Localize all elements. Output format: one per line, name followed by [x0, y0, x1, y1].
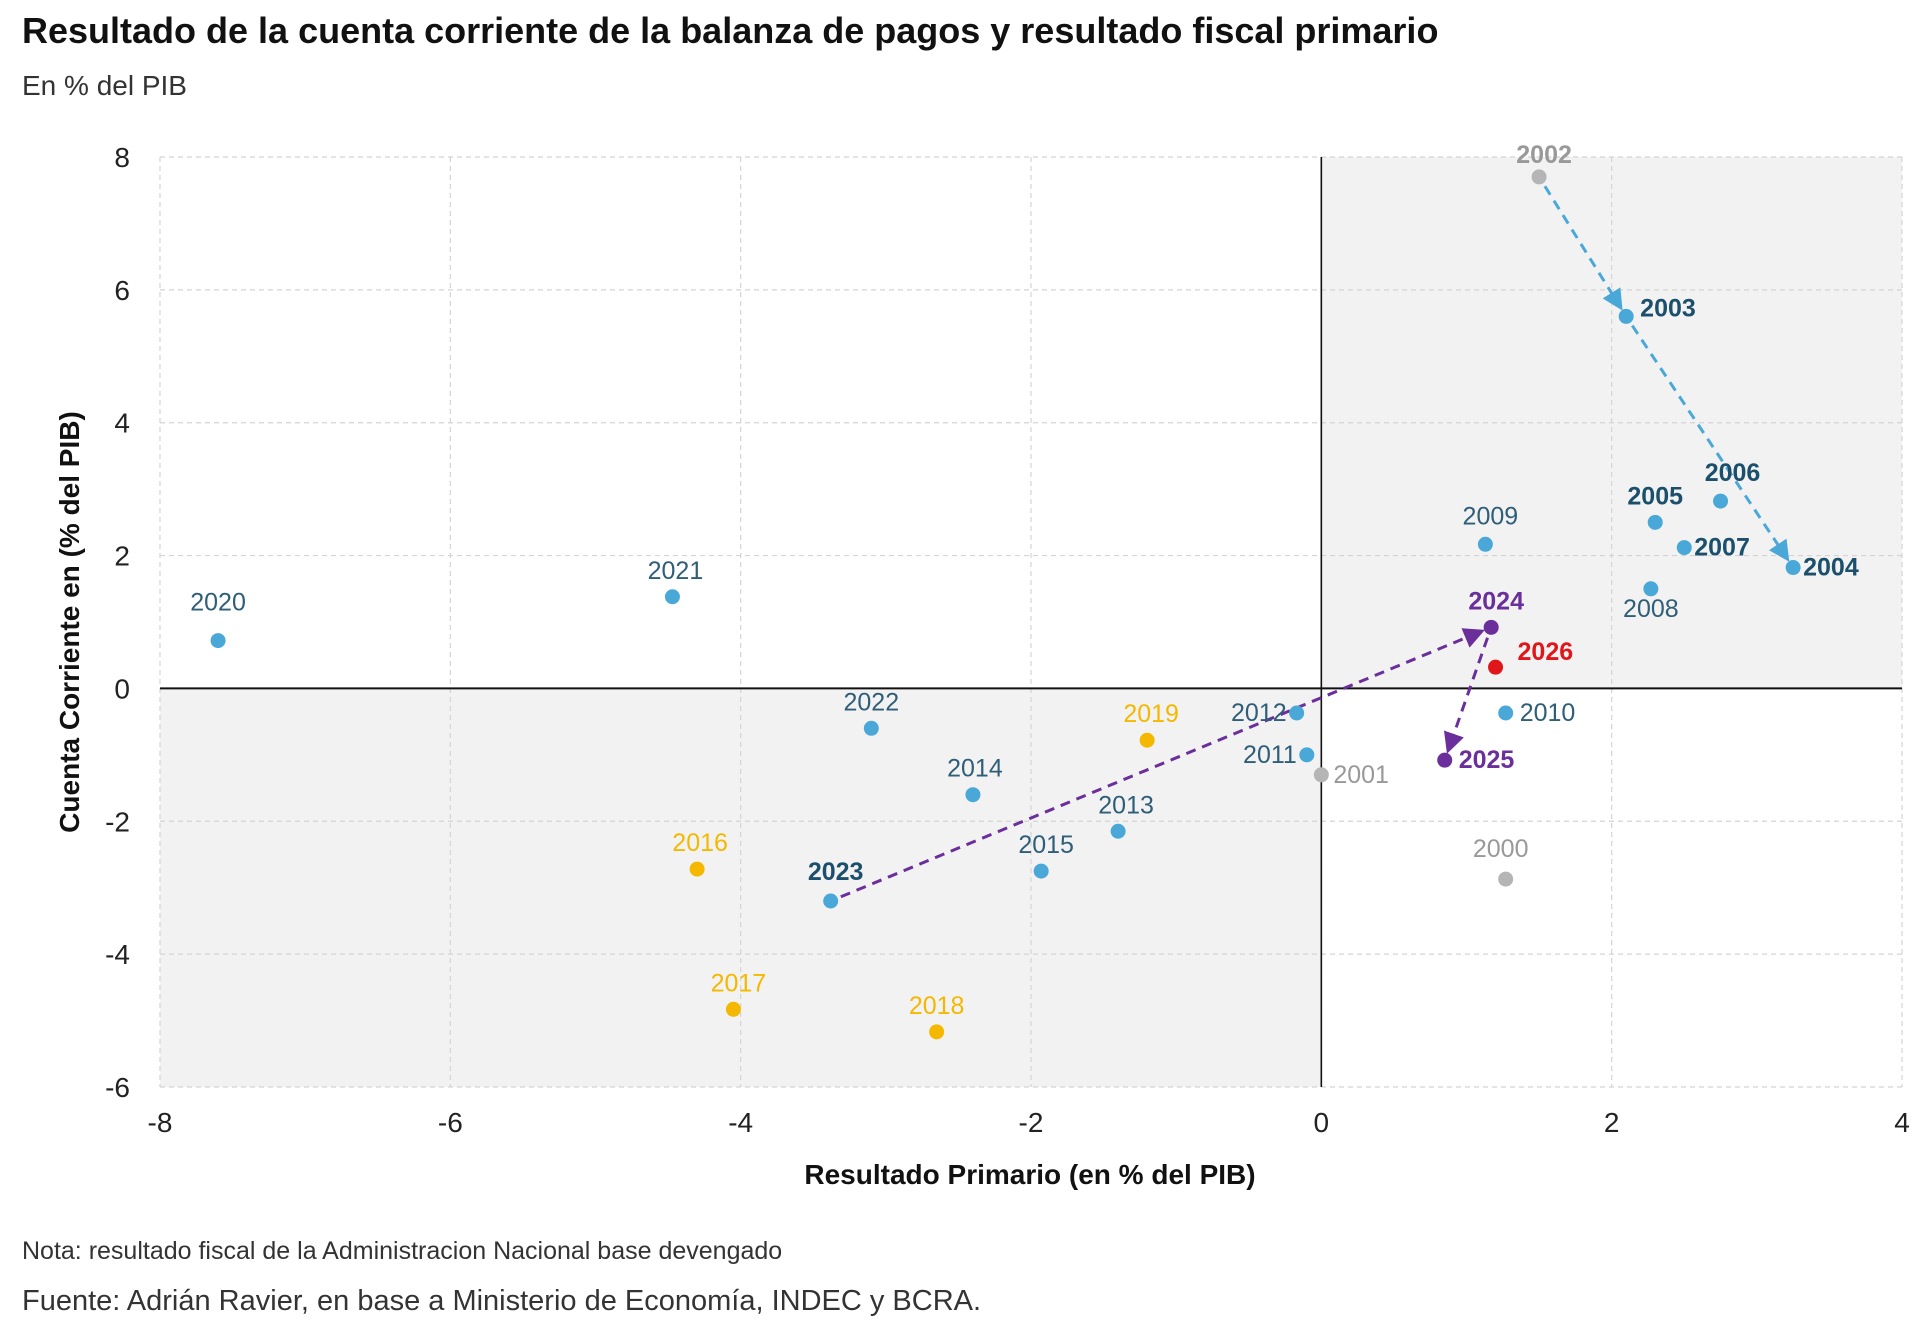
- y-tick-label: 8: [114, 142, 130, 173]
- source-note: Fuente: Adrián Ravier, en base a Ministe…: [22, 1285, 982, 1317]
- point-labels: 2000 2001 2002 2003 2004 2005 2006 2007 2008 2009…: [190, 141, 1859, 1020]
- point-label-2017: 2017: [711, 969, 767, 997]
- point-label-2002: 2002: [1516, 141, 1572, 169]
- y-tick-label: -6: [105, 1072, 130, 1103]
- tick-labels: -8 -6 -4 -2 0 2 4 8 6 4 2 0 -2 -4 -6: [105, 142, 1910, 1138]
- point-2016: [689, 861, 705, 877]
- point-2009: [1477, 536, 1493, 552]
- point-2011: [1299, 747, 1315, 763]
- point-2019: [1139, 732, 1155, 748]
- data-points: [210, 169, 1801, 1040]
- point-label-2023: 2023: [808, 858, 864, 886]
- point-2012: [1289, 705, 1305, 721]
- point-2008: [1643, 581, 1659, 597]
- point-2005: [1647, 514, 1663, 530]
- point-2020: [210, 633, 226, 649]
- point-2021: [664, 589, 680, 605]
- point-label-2000: 2000: [1473, 835, 1529, 863]
- point-label-2010: 2010: [1520, 699, 1576, 727]
- arrow-2003-2004: [1631, 324, 1790, 562]
- point-2002: [1531, 169, 1547, 185]
- chart-subtitle: En % del PIB: [22, 70, 187, 101]
- point-2013: [1110, 823, 1126, 839]
- point-label-2007: 2007: [1694, 534, 1750, 562]
- point-2018: [929, 1024, 945, 1040]
- point-label-2020: 2020: [190, 589, 246, 617]
- point-label-2022: 2022: [844, 688, 900, 716]
- point-label-2009: 2009: [1463, 502, 1519, 530]
- y-tick-label: 0: [114, 673, 130, 704]
- y-tick-label: 6: [114, 275, 130, 306]
- arrow-2002-2003: [1543, 185, 1623, 311]
- footnote: Nota: resultado fiscal de la Administrac…: [22, 1237, 783, 1265]
- point-label-2018: 2018: [909, 992, 965, 1020]
- point-label-2003: 2003: [1640, 294, 1696, 322]
- point-label-2014: 2014: [947, 755, 1003, 783]
- point-2026: [1488, 659, 1504, 675]
- trend-arrows: [840, 185, 1790, 899]
- arrow-2024-2025: [1443, 637, 1489, 754]
- arrow-2023-2024: [840, 628, 1485, 899]
- point-label-2012: 2012: [1231, 699, 1287, 727]
- point-2024: [1483, 619, 1499, 635]
- x-tick-label: 4: [1894, 1107, 1910, 1138]
- point-2025: [1437, 752, 1453, 768]
- point-2015: [1033, 863, 1049, 879]
- chart-title: Resultado de la cuenta corriente de la b…: [22, 10, 1439, 51]
- point-label-2026: 2026: [1518, 638, 1574, 666]
- point-label-2015: 2015: [1018, 831, 1074, 859]
- y-tick-label: 4: [114, 408, 130, 439]
- point-label-2008: 2008: [1623, 595, 1679, 623]
- point-label-2024: 2024: [1468, 587, 1524, 615]
- point-label-2016: 2016: [672, 829, 728, 857]
- point-label-2025: 2025: [1459, 746, 1515, 774]
- x-axis-title: Resultado Primario (en % del PIB): [804, 1159, 1255, 1190]
- point-2022: [863, 720, 879, 736]
- point-2004: [1785, 560, 1801, 576]
- x-tick-label: 2: [1604, 1107, 1620, 1138]
- point-label-2013: 2013: [1098, 791, 1154, 819]
- zero-axes: [160, 157, 1902, 1087]
- x-tick-label: -4: [728, 1107, 753, 1138]
- point-label-2004: 2004: [1803, 554, 1859, 582]
- point-label-2006: 2006: [1705, 459, 1761, 487]
- point-label-2001: 2001: [1333, 761, 1389, 789]
- x-tick-label: -6: [438, 1107, 463, 1138]
- point-label-2019: 2019: [1123, 700, 1179, 728]
- y-axis-title: Cuenta Corriente en (% del PIB): [54, 411, 85, 833]
- point-2007: [1676, 540, 1692, 556]
- y-tick-label: -2: [105, 806, 130, 837]
- x-tick-label: 0: [1314, 1107, 1330, 1138]
- y-tick-label: 2: [114, 541, 130, 572]
- x-tick-label: -2: [1019, 1107, 1044, 1138]
- point-label-2005: 2005: [1627, 482, 1683, 510]
- point-2000: [1498, 871, 1514, 887]
- y-tick-label: -4: [105, 939, 130, 970]
- point-2010: [1498, 705, 1514, 721]
- x-tick-label: -8: [148, 1107, 173, 1138]
- point-2014: [965, 787, 981, 803]
- point-2023: [823, 893, 839, 909]
- point-label-2021: 2021: [648, 557, 704, 585]
- point-2003: [1618, 308, 1634, 324]
- point-2017: [725, 1001, 741, 1017]
- point-label-2011: 2011: [1243, 741, 1297, 769]
- point-2001: [1313, 767, 1329, 783]
- point-2006: [1713, 493, 1729, 509]
- gridlines: [159, 156, 1903, 1088]
